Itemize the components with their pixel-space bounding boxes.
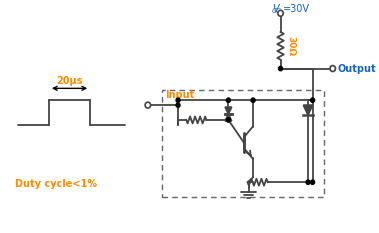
Circle shape (306, 180, 310, 184)
Text: Input: Input (165, 90, 194, 100)
Circle shape (226, 118, 230, 122)
Text: Duty cycle<1%: Duty cycle<1% (15, 179, 97, 189)
Circle shape (330, 66, 335, 72)
Circle shape (176, 103, 180, 107)
Circle shape (145, 102, 150, 108)
Circle shape (251, 98, 255, 102)
Circle shape (310, 98, 315, 102)
Circle shape (176, 98, 180, 102)
Circle shape (278, 10, 283, 16)
Polygon shape (304, 105, 313, 115)
Text: =30V: =30V (283, 4, 310, 14)
Polygon shape (225, 107, 232, 114)
Text: CC: CC (272, 8, 282, 14)
Polygon shape (225, 114, 232, 121)
Text: Output: Output (337, 64, 376, 74)
Circle shape (226, 98, 230, 102)
Bar (161, 90, 324, 197)
Circle shape (279, 66, 283, 71)
Text: 20μs: 20μs (56, 76, 83, 86)
Text: 30Ω: 30Ω (286, 36, 295, 56)
Circle shape (310, 180, 315, 184)
Text: V: V (272, 4, 279, 14)
